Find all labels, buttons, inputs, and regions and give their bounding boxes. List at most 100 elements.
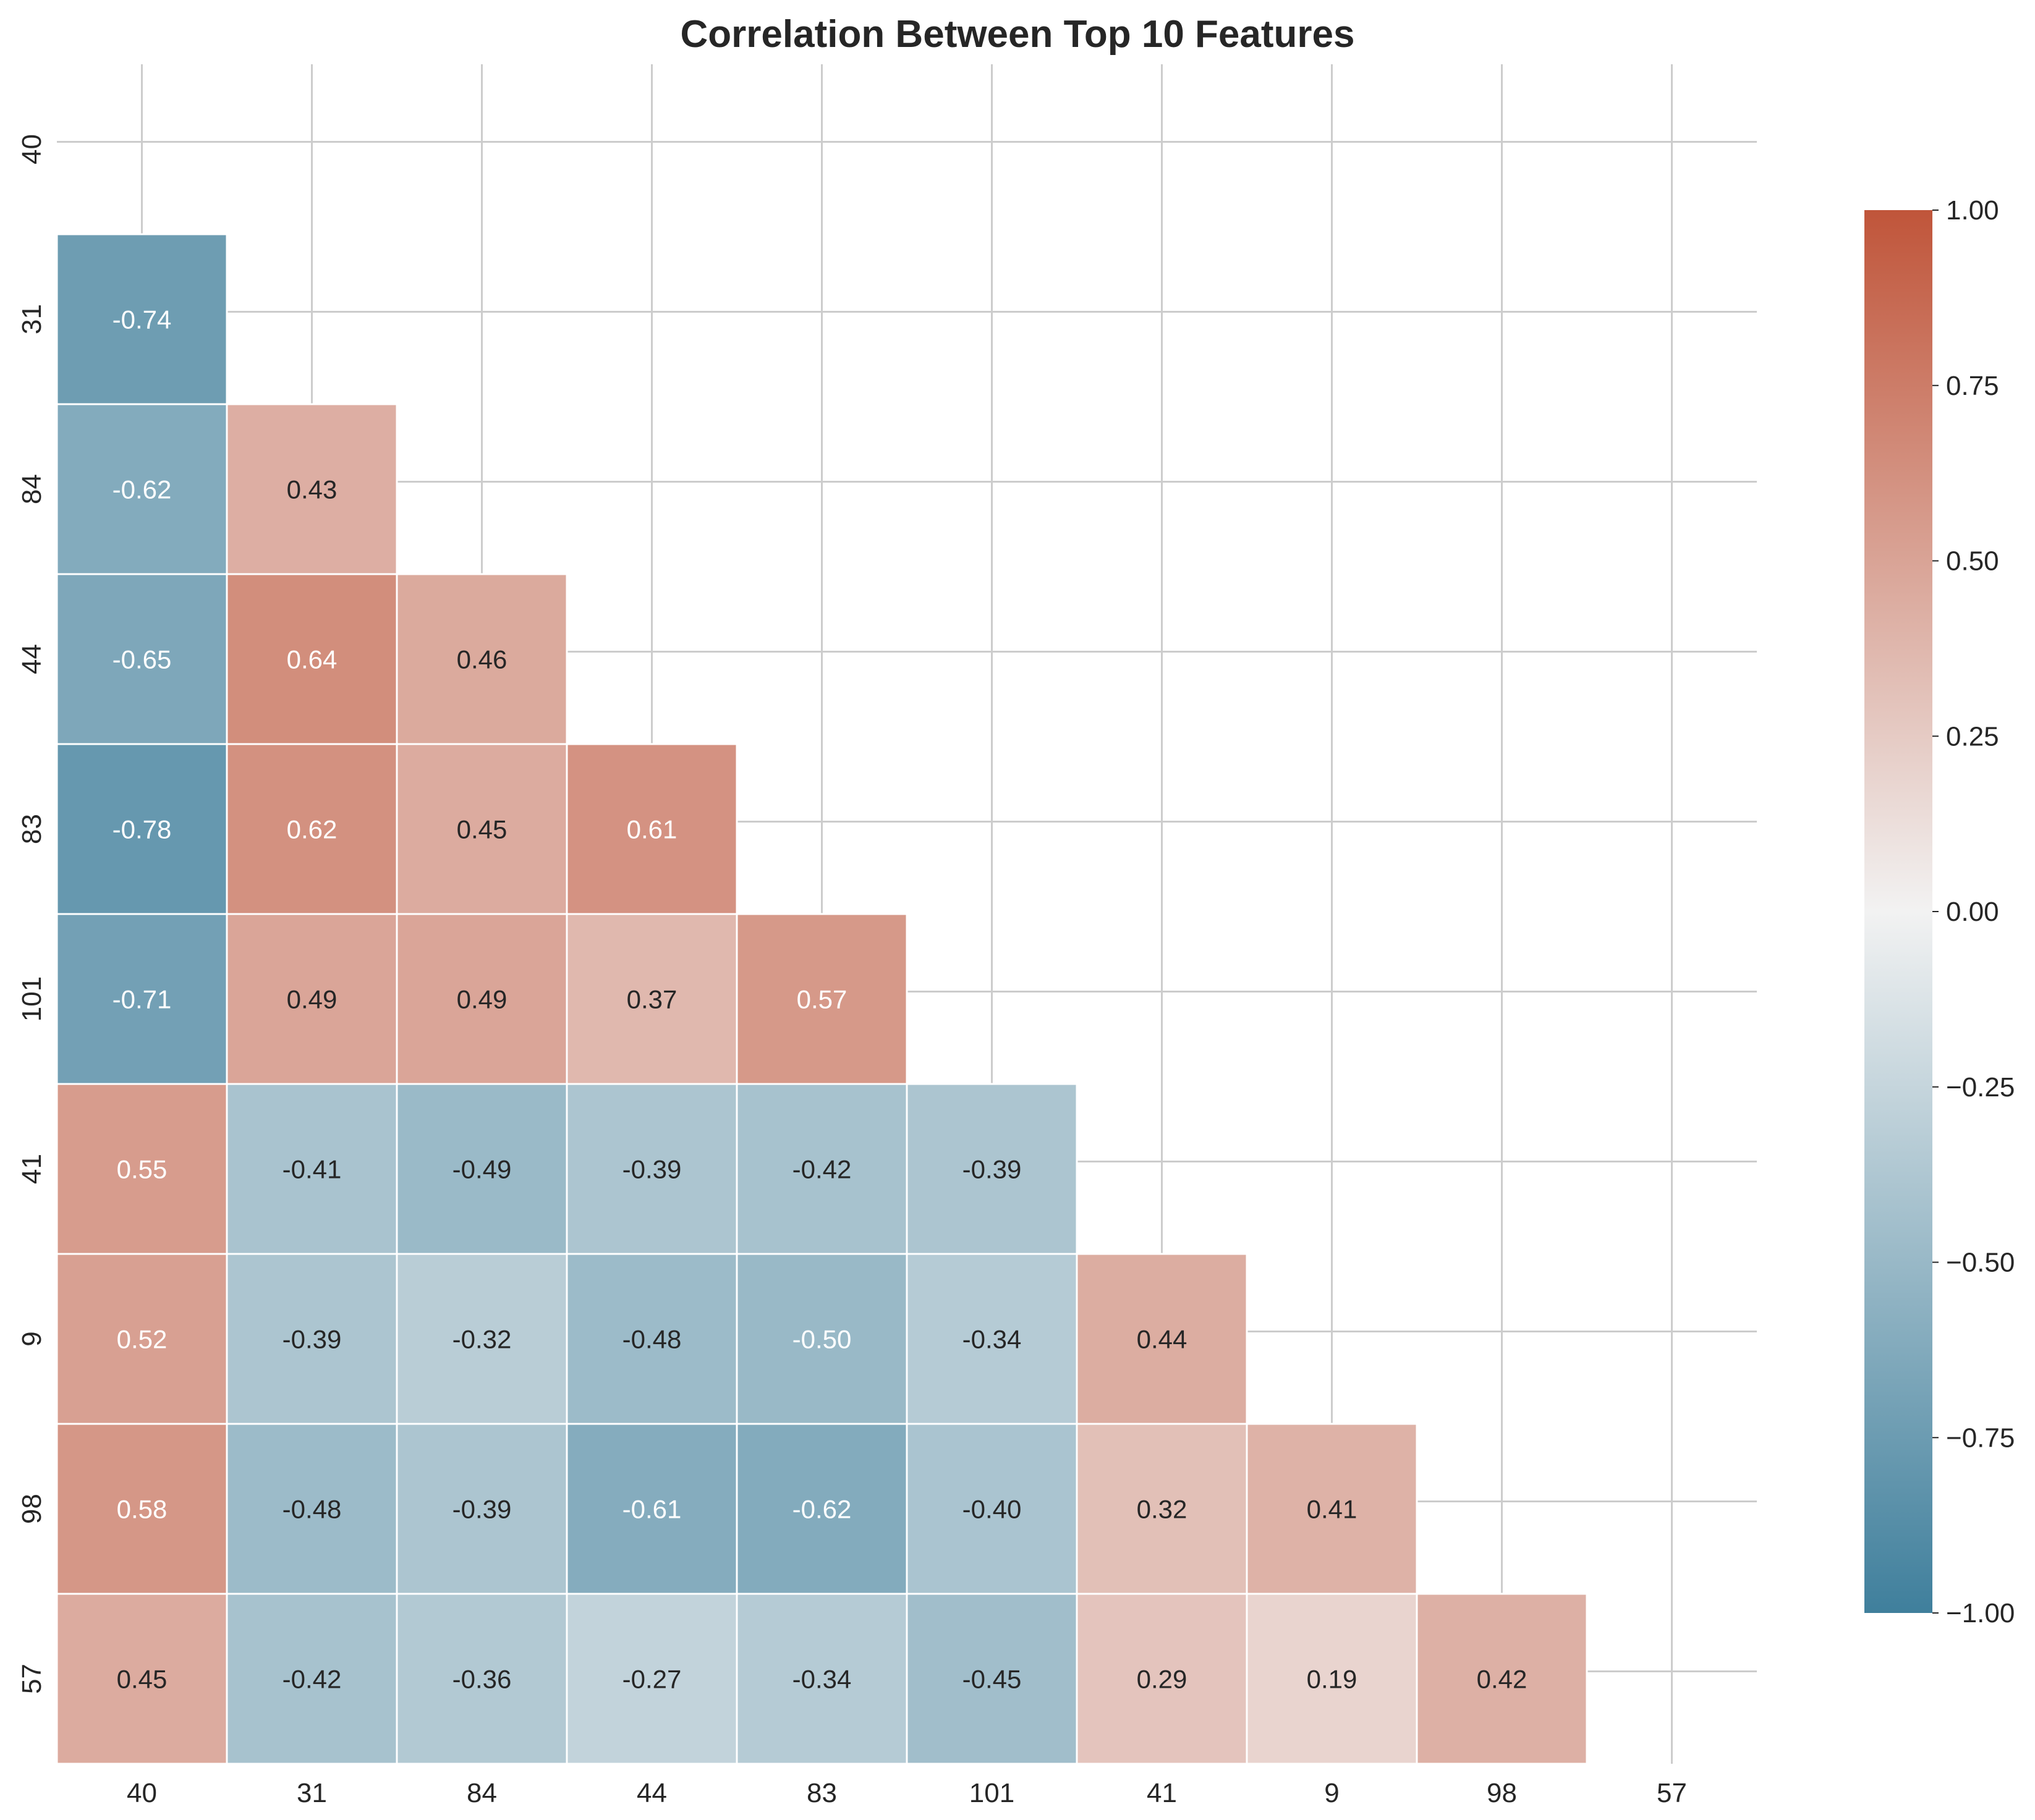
cell-value-label: 0.41 xyxy=(1307,1495,1357,1524)
heatmap-cell xyxy=(396,1423,568,1595)
heatmap-cell xyxy=(396,1593,568,1765)
heatmap-cell xyxy=(1076,1253,1248,1425)
heatmap-cell xyxy=(566,1593,738,1765)
heatmap-cell xyxy=(566,913,738,1085)
heatmap-cell xyxy=(56,913,228,1085)
colorbar-tick-label: 0.25 xyxy=(1946,721,1999,751)
cell-value-label: 0.37 xyxy=(627,985,678,1014)
cell-value-label: 0.57 xyxy=(797,985,848,1014)
cell-value-labels: -0.74 -0.62 0.43 -0.65 0.64 0.46 -0.78 0.62 0.45… xyxy=(113,305,1527,1694)
colorbar-tick-label: −1.00 xyxy=(1946,1598,2015,1628)
heatmap-cell xyxy=(566,743,738,915)
y-tick-label: 31 xyxy=(17,304,47,334)
cell-value-label: -0.39 xyxy=(622,1155,682,1184)
x-tick-label: 31 xyxy=(297,1778,327,1808)
y-tick-label: 98 xyxy=(17,1494,47,1524)
heatmap-cell xyxy=(56,403,228,575)
cell-value-label: 0.64 xyxy=(287,645,338,674)
heatmap-cell xyxy=(1416,1593,1588,1765)
x-tick-label: 98 xyxy=(1487,1778,1517,1808)
heatmap-cell xyxy=(566,1253,738,1425)
cell-value-label: -0.39 xyxy=(283,1325,342,1354)
chart-title: Correlation Between Top 10 Features xyxy=(681,13,1355,56)
x-tick-label: 83 xyxy=(807,1778,837,1808)
heatmap-cell xyxy=(906,1423,1078,1595)
cell-value-label: 0.42 xyxy=(1477,1665,1527,1694)
cell-value-label: -0.36 xyxy=(452,1665,512,1694)
x-tick-label: 9 xyxy=(1324,1778,1339,1808)
cell-value-label: -0.48 xyxy=(622,1325,682,1354)
x-tick-label: 57 xyxy=(1657,1778,1687,1808)
colorbar-tick-label: −0.50 xyxy=(1946,1248,2015,1278)
heatmap-cell xyxy=(56,1083,228,1255)
cell-value-label: -0.40 xyxy=(962,1495,1022,1524)
cell-value-label: 0.52 xyxy=(117,1325,168,1354)
cell-value-label: 0.62 xyxy=(287,815,338,844)
x-tick-label: 101 xyxy=(969,1778,1014,1808)
cell-value-label: -0.34 xyxy=(792,1665,852,1694)
heatmap-cell xyxy=(1246,1593,1418,1765)
cell-value-label: -0.62 xyxy=(113,475,172,504)
y-axis-tick-labels: 40 31 84 44 83 101 41 9 98 57 xyxy=(17,134,47,1694)
y-tick-label: 83 xyxy=(17,814,47,844)
heatmap-cell xyxy=(1246,1423,1418,1595)
heatmap-cell xyxy=(226,1593,398,1765)
cell-value-label: -0.71 xyxy=(113,985,172,1014)
colorbar-tick-label: −0.25 xyxy=(1946,1072,2015,1103)
heatmap-cell xyxy=(56,1593,228,1765)
colorbar-tick-label: 0.50 xyxy=(1946,546,1999,577)
cell-value-label: 0.45 xyxy=(457,815,508,844)
y-tick-label: 84 xyxy=(17,474,47,504)
cell-value-label: -0.62 xyxy=(792,1495,852,1524)
cell-value-label: -0.41 xyxy=(283,1155,342,1184)
cell-value-label: -0.78 xyxy=(113,815,172,844)
heatmap-cell xyxy=(226,913,398,1085)
x-tick-label: 84 xyxy=(467,1778,497,1808)
heatmap-cell xyxy=(56,233,228,405)
cell-value-label: -0.50 xyxy=(792,1325,852,1354)
colorbar: 1.00 0.75 0.50 0.25 0.00 −0.25 −0.50 −0.75 −1.00 xyxy=(1864,195,2015,1628)
cell-value-label: 0.55 xyxy=(117,1155,168,1184)
heatmap-cell xyxy=(226,743,398,915)
cell-value-label: 0.19 xyxy=(1307,1665,1357,1694)
cell-value-label: -0.42 xyxy=(283,1665,342,1694)
heatmap-cell xyxy=(906,1253,1078,1425)
heatmap-cell xyxy=(906,1593,1078,1765)
cell-value-label: 0.43 xyxy=(287,475,338,504)
x-tick-label: 41 xyxy=(1147,1778,1177,1808)
cell-value-label: -0.42 xyxy=(792,1155,852,1184)
cell-value-label: 0.46 xyxy=(457,645,508,674)
colorbar-tick-label: 1.00 xyxy=(1946,195,1999,226)
x-axis-tick-labels: 40 31 84 44 83 101 41 9 98 57 xyxy=(127,1778,1687,1808)
cell-value-label: 0.29 xyxy=(1137,1665,1187,1694)
heatmap-cells xyxy=(56,233,1588,1765)
heatmap-cell xyxy=(736,1423,908,1595)
heatmap-cell xyxy=(396,573,568,745)
heatmap-cell xyxy=(736,1593,908,1765)
cell-value-label: -0.27 xyxy=(622,1665,682,1694)
cell-value-label: -0.48 xyxy=(283,1495,342,1524)
cell-value-label: 0.32 xyxy=(1137,1495,1187,1524)
cell-value-label: -0.61 xyxy=(622,1495,682,1524)
y-tick-label: 9 xyxy=(17,1331,47,1346)
heatmap-cell xyxy=(396,1083,568,1255)
cell-value-label: 0.58 xyxy=(117,1495,168,1524)
heatmap-cell xyxy=(906,1083,1078,1255)
cell-value-label: 0.45 xyxy=(117,1665,168,1694)
cell-value-label: -0.45 xyxy=(962,1665,1022,1694)
heatmap-cell xyxy=(566,1083,738,1255)
heatmap-cell xyxy=(226,403,398,575)
heatmap-cell xyxy=(226,1423,398,1595)
cell-value-label: -0.39 xyxy=(452,1495,512,1524)
cell-value-label: -0.32 xyxy=(452,1325,512,1354)
cell-value-label: -0.65 xyxy=(113,645,172,674)
x-tick-label: 40 xyxy=(127,1778,157,1808)
heatmap-cell xyxy=(396,913,568,1085)
y-tick-label: 40 xyxy=(17,134,47,164)
colorbar-tick-label: 0.00 xyxy=(1946,897,1999,927)
cell-value-label: -0.49 xyxy=(452,1155,512,1184)
colorbar-tick-label: 0.75 xyxy=(1946,371,1999,401)
heatmap-cell xyxy=(226,1083,398,1255)
